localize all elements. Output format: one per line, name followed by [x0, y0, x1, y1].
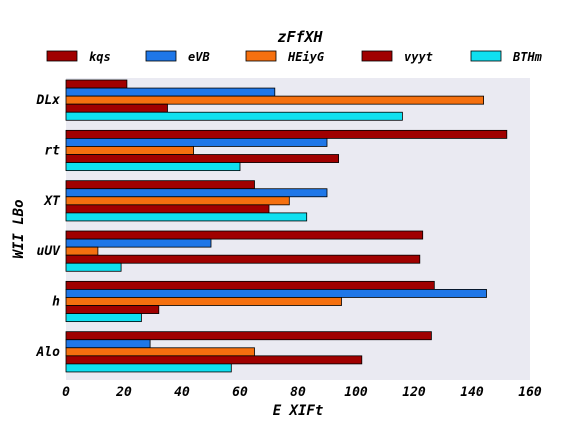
legend-swatch	[470, 50, 502, 62]
legend-swatch	[361, 50, 393, 62]
chart-title: zFfXH	[277, 28, 323, 46]
bar	[65, 280, 435, 290]
bar	[65, 204, 270, 214]
x-tick-label: 160	[518, 385, 542, 400]
bar	[65, 162, 241, 172]
x-tick-label: 60	[232, 385, 248, 400]
bar	[65, 129, 508, 139]
y-tick-label: uUV	[37, 244, 62, 259]
y-tick-label: XT	[43, 194, 61, 209]
bar	[65, 297, 342, 306]
y-tick-label: h	[52, 294, 60, 309]
y-axis-label: WII LBo	[11, 199, 27, 258]
bar	[65, 339, 151, 349]
bar	[65, 79, 128, 89]
y-axis-ticks: DLx rt XT uUV h Alo	[36, 93, 62, 360]
bar	[65, 288, 487, 298]
legend-swatch	[245, 50, 277, 62]
bar	[65, 95, 485, 105]
bar	[65, 313, 142, 323]
bar	[65, 363, 232, 373]
x-axis-label: E XIFt	[273, 403, 324, 419]
x-axis-ticks: 0 20 40 60 80 100 120 140 160	[62, 385, 542, 400]
bar	[65, 230, 424, 240]
bar	[65, 238, 212, 248]
bar	[65, 103, 168, 113]
bar	[65, 146, 194, 155]
bar	[65, 180, 255, 190]
bar	[65, 331, 432, 341]
bar	[65, 246, 99, 256]
legend-label: kqs	[89, 50, 111, 64]
legend-label: BTHm	[512, 50, 543, 64]
x-tick-label: 80	[290, 385, 306, 400]
y-tick-label: rt	[44, 143, 60, 158]
x-tick-label: 0	[62, 385, 70, 400]
bar	[65, 111, 403, 121]
x-tick-label: 140	[460, 385, 484, 400]
bar	[65, 212, 308, 222]
x-tick-label: 100	[344, 385, 368, 400]
y-tick-label: DLx	[36, 93, 61, 108]
y-tick-label: Alo	[36, 345, 61, 360]
legend-label: vyyt	[404, 50, 433, 64]
bar	[65, 262, 122, 272]
bar	[65, 87, 276, 97]
legend-label: HEiyG	[287, 50, 324, 64]
bar	[65, 305, 160, 314]
bar	[65, 196, 290, 206]
legend-label: eVB	[188, 50, 210, 64]
x-tick-label: 40	[174, 385, 190, 400]
bar	[65, 355, 363, 365]
bars	[65, 79, 508, 373]
bar	[65, 137, 328, 147]
x-tick-label: 20	[115, 385, 132, 400]
x-tick-label: 120	[402, 385, 426, 400]
bar	[65, 254, 421, 264]
plot-area	[66, 78, 530, 380]
bar	[65, 347, 255, 357]
legend: kqs eVB HEiyG vyyt BTHm	[46, 50, 543, 64]
legend-swatch	[46, 50, 78, 62]
legend-swatch	[145, 50, 177, 62]
bar	[65, 154, 340, 163]
bar	[65, 188, 328, 198]
